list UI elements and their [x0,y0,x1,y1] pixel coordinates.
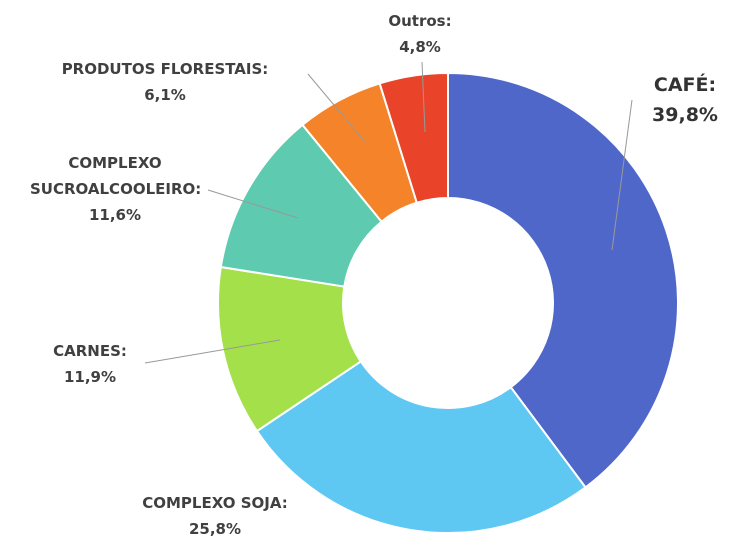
slice-label: COMPLEXO SOJA: 25,8% [120,490,310,536]
value-label: 39,8% [652,104,718,126]
category-label: PRODUTOS FLORESTAIS: [61,60,269,78]
leader-line [207,189,299,219]
category-label: CARNES: [53,342,127,360]
category-label: Outros: [388,12,452,30]
category-label: CAFÉ: [653,74,717,96]
leader-line [307,73,366,143]
slice-label: CAFÉ: 39,8% [640,70,730,130]
donut-slice [255,360,587,534]
value-label: 6,1% [144,86,186,104]
donut-slice [378,71,449,204]
slice-label: COMPLEXO SUCROALCOOLEIRO: 11,6% [30,150,202,228]
leader-line [144,339,281,364]
leader-line [611,99,633,251]
category-label: COMPLEXO SUCROALCOOLEIRO: [30,154,202,198]
value-label: 11,6% [88,206,142,224]
slice-label: PRODUTOS FLORESTAIS: 6,1% [40,56,290,108]
category-label: COMPLEXO SOJA: [142,494,288,512]
value-label: 4,8% [399,38,441,56]
slice-label: CARNES: 11,9% [20,338,160,390]
donut-slice [219,123,383,288]
donut-slice [447,71,679,489]
value-label: 11,9% [63,368,117,386]
slice-label: Outros: 4,8% [355,8,485,60]
leader-line [421,61,426,133]
value-label: 25,8% [188,520,242,536]
